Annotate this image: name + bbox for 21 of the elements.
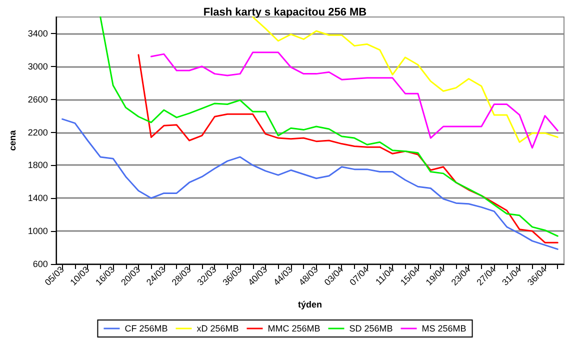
legend-label: MMC 256MB <box>268 324 320 334</box>
chart-title: Flash karty s kapacitou 256 MB <box>203 6 367 18</box>
y-tick-label: 2200 <box>28 127 48 138</box>
y-tick-label: 1400 <box>28 193 48 204</box>
line-series <box>252 16 558 143</box>
y-tick-label: 1000 <box>28 226 48 236</box>
line-series <box>100 16 558 237</box>
legend-label: MS 256MB <box>422 324 466 334</box>
line-series <box>150 52 558 149</box>
y-tick-label: 600 <box>32 259 48 269</box>
legend-label: xD 256MB <box>196 324 239 334</box>
y-tick-label: 2600 <box>28 94 48 104</box>
line-series <box>138 54 558 244</box>
y-tick-label: 1800 <box>28 160 48 170</box>
y-tick-label: 3000 <box>28 61 48 72</box>
x-axis-title: týden <box>298 300 322 310</box>
y-axis-title: cena <box>8 129 18 151</box>
legend-label: CF 256MB <box>124 324 168 334</box>
line-series <box>62 118 558 250</box>
y-tick-label: 3400 <box>28 28 48 38</box>
legend-label: SD 256MB <box>349 324 393 334</box>
